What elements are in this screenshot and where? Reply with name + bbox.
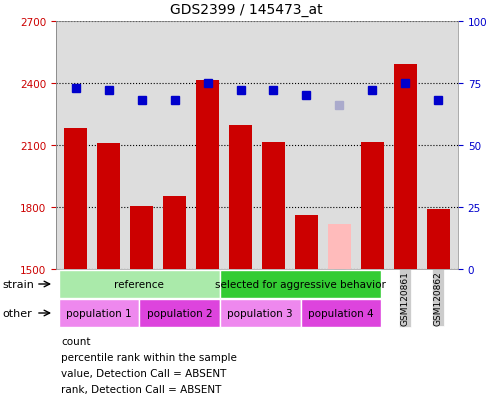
Text: strain: strain (2, 279, 34, 289)
Bar (361, 142, 384, 269)
Bar (97, 144, 120, 269)
Bar (229, 126, 252, 269)
Bar (163, 196, 186, 269)
Text: percentile rank within the sample: percentile rank within the sample (61, 352, 237, 362)
Bar (262, 142, 285, 269)
Text: population 3: population 3 (227, 308, 293, 318)
Text: count: count (61, 336, 91, 346)
Text: population 2: population 2 (147, 308, 212, 318)
Bar (427, 209, 450, 269)
Bar (220, 271, 381, 298)
Text: reference: reference (114, 279, 164, 289)
Text: value, Detection Call = ABSENT: value, Detection Call = ABSENT (61, 368, 226, 378)
Text: population 1: population 1 (66, 308, 132, 318)
Bar (301, 299, 381, 327)
Text: GDS2399 / 145473_at: GDS2399 / 145473_at (170, 3, 323, 17)
Text: population 4: population 4 (308, 308, 374, 318)
Bar (140, 299, 220, 327)
Bar (130, 206, 153, 269)
Bar (59, 271, 220, 298)
Bar (196, 81, 219, 269)
Text: rank, Detection Call = ABSENT: rank, Detection Call = ABSENT (61, 384, 221, 394)
Bar (220, 299, 301, 327)
Bar (295, 216, 318, 269)
Text: selected for aggressive behavior: selected for aggressive behavior (215, 279, 386, 289)
Bar (64, 129, 87, 269)
Bar (394, 65, 417, 269)
Bar (328, 224, 351, 269)
Bar (59, 299, 140, 327)
Text: other: other (2, 308, 32, 318)
